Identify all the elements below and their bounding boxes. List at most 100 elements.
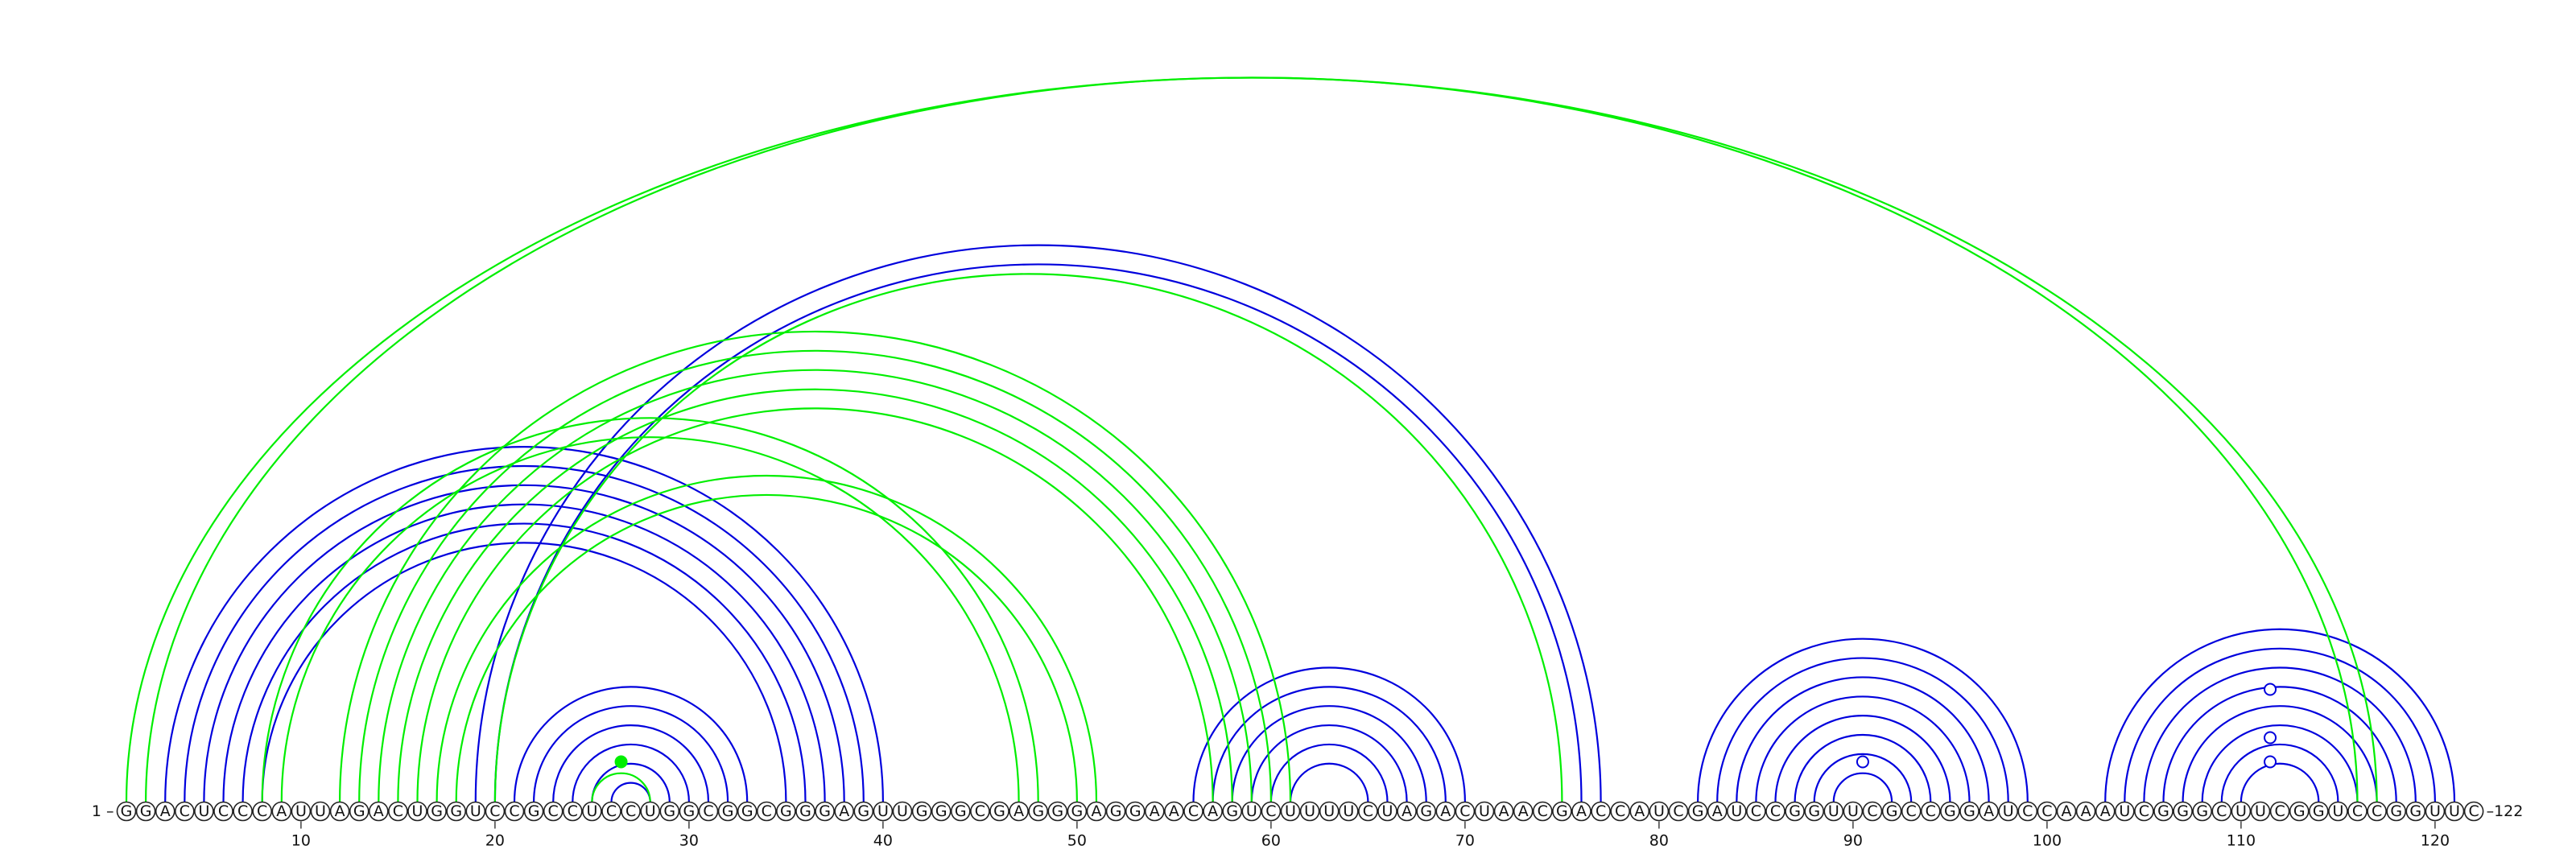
nucleotide-88: G: [1804, 801, 1824, 822]
blue-pair-arc-82-99: [1697, 637, 2029, 802]
nucleotide-113: G: [2289, 801, 2310, 822]
nucleotide-21: C: [504, 801, 525, 822]
nucleotide-121: U: [2444, 801, 2465, 822]
nucleotide-letter: C: [2022, 802, 2033, 820]
nucleotide-letter: U: [1246, 802, 1257, 820]
nucleotide-letter: C: [2041, 802, 2052, 820]
nucleotide-115: U: [2328, 801, 2348, 822]
nucleotide-76: A: [1571, 801, 1591, 822]
nucleotide-20: C: [485, 801, 506, 822]
nucleotide-letter: G: [2196, 802, 2208, 820]
nucleotide-letter: C: [568, 802, 578, 820]
nucleotide-41: U: [892, 801, 913, 822]
nucleotide-53: G: [1125, 801, 1146, 822]
nucleotide-letter: G: [1071, 802, 1084, 820]
nucleotide-73: A: [1513, 801, 1534, 822]
nucleotide-letter: U: [315, 802, 326, 820]
nucleotide-letter: A: [1150, 802, 1160, 820]
blue-pair-arc-88-93: [1813, 753, 1913, 802]
nucleotide-74: C: [1533, 801, 1553, 822]
nucleotide-letter: G: [1110, 802, 1122, 820]
tick-label-120: 120: [2421, 832, 2450, 850]
nucleotide-71: U: [1474, 801, 1495, 822]
nucleotide-8: C: [252, 801, 273, 822]
tick-label-50: 50: [1067, 832, 1087, 850]
nucleotide-letter: U: [1731, 802, 1742, 820]
green-pair-arc-14-59: [378, 369, 1253, 802]
arc-marker-3: [2264, 755, 2277, 769]
green-pair-arc-13-60: [358, 349, 1272, 802]
nucleotide-letter: C: [1906, 802, 1917, 820]
nucleotide-letter: A: [335, 802, 345, 820]
nucleotide-letter: A: [160, 802, 171, 820]
nucleotide-90: U: [1843, 801, 1864, 822]
nucleotide-110: U: [2231, 801, 2252, 822]
nucleotide-letter: G: [683, 802, 696, 820]
nucleotide-letter: G: [1692, 802, 1704, 820]
sequence-end-label: –122: [2487, 802, 2524, 820]
nucleotide-letter: C: [237, 802, 248, 820]
blue-pair-arc-108-116: [2201, 724, 2359, 802]
nucleotide-letter: U: [1343, 802, 1354, 820]
nucleotide-letter: U: [1285, 802, 1296, 820]
nucleotide-107: G: [2173, 801, 2193, 822]
blue-pair-arc-84-97: [1736, 676, 1990, 802]
nucleotide-63: U: [1319, 801, 1340, 822]
nucleotide-letter: A: [1402, 802, 1412, 820]
nucleotide-93: C: [1901, 801, 1922, 822]
nucleotide-letter: U: [1847, 802, 1859, 820]
nucleotide-59: U: [1241, 801, 1262, 822]
nucleotide-letter: A: [2100, 802, 2111, 820]
blue-pair-arc-6-37: [222, 503, 826, 802]
green-pair-arc-12-61: [339, 330, 1292, 802]
nucleotide-33: G: [737, 801, 758, 822]
nucleotide-letter: A: [1013, 802, 1024, 820]
nucleotide-47: A: [1009, 801, 1029, 822]
nucleotide-30: G: [679, 801, 700, 822]
blue-pair-arc-60-66: [1269, 743, 1389, 802]
sequence-start-label: 1 –: [92, 802, 114, 820]
blue-pair-arc-8-35: [261, 542, 787, 802]
blue-pair-arc-25-29: [591, 762, 671, 802]
nucleotide-letter: G: [780, 802, 792, 820]
nucleotide-122: C: [2463, 801, 2484, 822]
nucleotide-85: C: [1746, 801, 1766, 822]
nucleotide-letter: U: [1323, 802, 1335, 820]
nucleotide-letter: C: [1615, 802, 1625, 820]
nucleotide-114: G: [2309, 801, 2329, 822]
nucleotide-letter: G: [1944, 802, 1956, 820]
nucleotide-letter: C: [1867, 802, 1877, 820]
nucleotide-letter: G: [1789, 802, 1801, 820]
nucleotide-letter: G: [916, 802, 928, 820]
nucleotide-letter: U: [2119, 802, 2130, 820]
blue-pair-arc-105-119: [2143, 666, 2417, 802]
nucleotide-4: C: [175, 801, 195, 822]
nucleotide-letter: A: [2062, 802, 2072, 820]
nucleotide-91: C: [1862, 801, 1883, 822]
arc-marker-1: [614, 755, 628, 769]
nucleotide-24: C: [562, 801, 583, 822]
green-pair-arc-8-48: [261, 417, 1039, 802]
nucleotide-letter: U: [877, 802, 889, 820]
blue-pair-arc-85-96: [1755, 695, 1971, 802]
green-pair-arc-1-117: [125, 76, 2378, 802]
nucleotide-84: U: [1727, 801, 1747, 822]
nucleotide-letter: C: [606, 802, 617, 820]
nucleotide-69: A: [1435, 801, 1456, 822]
nucleotide-letter: G: [1420, 802, 1432, 820]
nucleotide-18: G: [446, 801, 467, 822]
nucleotide-49: G: [1047, 801, 1068, 822]
nucleotide-letter: U: [1653, 802, 1665, 820]
nucleotide-letter: C: [257, 802, 267, 820]
nucleotide-1: G: [116, 801, 137, 822]
nucleotide-letter: A: [2081, 802, 2091, 820]
nucleotide-83: A: [1707, 801, 1728, 822]
blue-pair-arc-58-68: [1231, 705, 1427, 802]
nucleotide-letter: C: [2139, 802, 2149, 820]
nucleotide-75: G: [1552, 801, 1572, 822]
nucleotide-letter: U: [586, 802, 597, 820]
nucleotide-letter: C: [762, 802, 772, 820]
nucleotide-10: U: [291, 801, 312, 822]
nucleotide-46: G: [989, 801, 1009, 822]
nucleotide-60: C: [1261, 801, 1282, 822]
